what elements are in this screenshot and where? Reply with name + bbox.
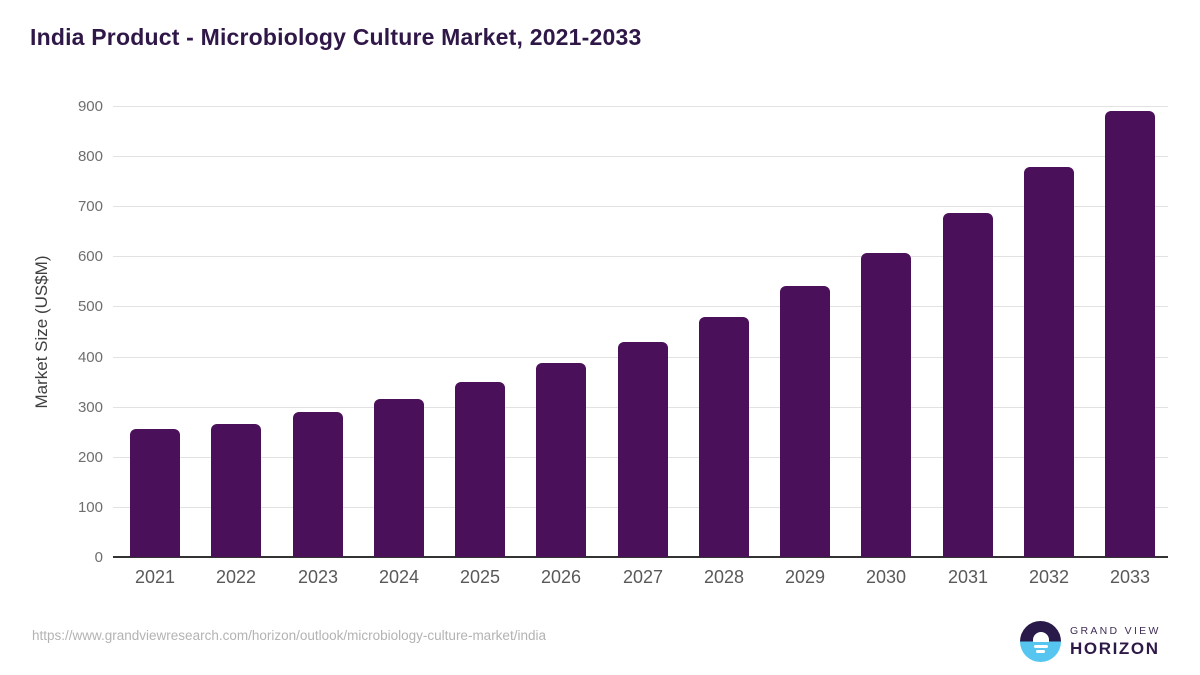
x-tick-label-2027: 2027: [622, 567, 664, 587]
source-url: https://www.grandviewresearch.com/horizo…: [32, 628, 546, 643]
y-tick-label-200: 200: [77, 449, 103, 466]
x-tick-label-2030: 2030: [865, 567, 907, 587]
gridline-500: [113, 306, 1168, 307]
bar-2024[interactable]: [374, 399, 424, 557]
bar-2021[interactable]: [130, 429, 180, 557]
gridline-600: [113, 256, 1168, 257]
gridline-900: [113, 106, 1168, 107]
x-tick-label-2028: 2028: [703, 567, 745, 587]
x-tick-label-2024: 2024: [378, 567, 420, 587]
x-axis-line: [113, 556, 1168, 558]
bar-2023[interactable]: [293, 412, 343, 557]
x-tick-label-2032: 2032: [1028, 567, 1070, 587]
bar-2033[interactable]: [1105, 111, 1155, 557]
y-tick-label-800: 800: [77, 148, 103, 165]
x-tick-label-2025: 2025: [459, 567, 501, 587]
x-tick-label-2022: 2022: [215, 567, 257, 587]
y-tick-label-0: 0: [94, 549, 103, 566]
x-tick-label-2021: 2021: [134, 567, 176, 587]
bar-2026[interactable]: [536, 363, 586, 557]
bar-2031[interactable]: [943, 213, 993, 557]
bar-2027[interactable]: [618, 342, 668, 557]
bar-2028[interactable]: [699, 317, 749, 557]
y-tick-label-900: 900: [77, 98, 103, 115]
bar-2029[interactable]: [780, 286, 830, 557]
bar-2025[interactable]: [455, 382, 505, 557]
logo-text: GRAND VIEW HORIZON: [1070, 625, 1161, 659]
y-tick-label-100: 100: [77, 499, 103, 516]
x-tick-label-2026: 2026: [540, 567, 582, 587]
bar-2022[interactable]: [211, 424, 261, 557]
bar-2030[interactable]: [861, 253, 911, 557]
logo-brand-name: GRAND VIEW: [1070, 624, 1161, 637]
x-tick-label-2033: 2033: [1109, 567, 1151, 587]
page-title: India Product - Microbiology Culture Mar…: [30, 24, 642, 50]
y-tick-label-400: 400: [77, 349, 103, 366]
x-tick-label-2029: 2029: [784, 567, 826, 587]
gridline-800: [113, 156, 1168, 157]
x-tick-label-2023: 2023: [297, 567, 339, 587]
y-tick-label-600: 600: [77, 248, 103, 265]
y-tick-label-700: 700: [77, 198, 103, 215]
y-tick-label-500: 500: [77, 298, 103, 315]
horizon-sun-icon: [1020, 621, 1061, 662]
x-tick-label-2031: 2031: [947, 567, 989, 587]
gridline-700: [113, 206, 1168, 207]
y-tick-label-300: 300: [77, 399, 103, 416]
bar-2032[interactable]: [1024, 167, 1074, 557]
grand-view-horizon-logo: GRAND VIEW HORIZON: [1020, 621, 1161, 662]
logo-product-name: HORIZON: [1070, 638, 1160, 658]
